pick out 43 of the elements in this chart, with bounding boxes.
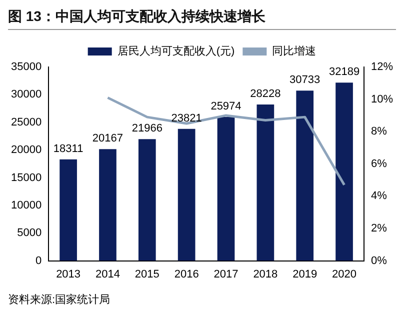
data-label: 32189 — [328, 66, 360, 78]
x-tick-label: 2015 — [134, 268, 160, 280]
y-tick-label: 15000 — [10, 172, 42, 184]
data-label: 18311 — [53, 142, 84, 155]
x-tick-label: 2013 — [56, 268, 81, 280]
x-tick-label: 2014 — [95, 268, 120, 280]
text: 资料来源:国家统计局 — [8, 292, 112, 307]
data-label: 30733 — [290, 74, 320, 86]
x-tick-label: 2018 — [253, 268, 278, 280]
legend-label: 居民人均可支配收入(元) — [117, 44, 235, 58]
y-tick-label: 35000 — [10, 61, 42, 74]
y2-tick-label: 2% — [370, 222, 388, 235]
y2-tick-label: 8% — [370, 126, 388, 138]
data-label: 25974 — [210, 100, 242, 113]
bar — [336, 82, 353, 261]
y-tick-label: 10000 — [10, 199, 42, 212]
y2-tick-label: 4% — [370, 190, 388, 202]
y-tick-label: 5000 — [17, 227, 42, 240]
chart-title: 图 13：中国人均可支配收入持续快速增长 — [8, 8, 396, 30]
y2-tick-label: 10% — [370, 93, 394, 106]
x-tick-label: 2020 — [332, 268, 357, 280]
bar — [256, 104, 274, 261]
y-tick-label: 20000 — [10, 144, 42, 156]
legend-label: 同比增速 — [272, 44, 316, 58]
y2-tick-label: 12% — [370, 61, 394, 74]
x-tick-label: 2016 — [174, 268, 199, 280]
bar — [99, 149, 116, 261]
bar — [138, 139, 156, 261]
y-tick-label: 0 — [35, 254, 42, 267]
bar — [296, 90, 314, 261]
bar — [60, 159, 77, 261]
data-label: 21966 — [132, 122, 162, 135]
data-label: 23821 — [171, 112, 202, 124]
y2-tick-label: 0% — [370, 254, 388, 267]
bar — [178, 128, 196, 261]
x-tick-label: 2019 — [292, 268, 318, 280]
data-label: 28228 — [250, 88, 281, 100]
x-tick-label: 2017 — [214, 268, 238, 280]
y-tick-label: 30000 — [10, 88, 42, 101]
bar — [217, 116, 235, 261]
data-label: 20167 — [92, 132, 124, 145]
y2-tick-label: 6% — [370, 158, 388, 170]
y-tick-label: 25000 — [10, 116, 42, 128]
